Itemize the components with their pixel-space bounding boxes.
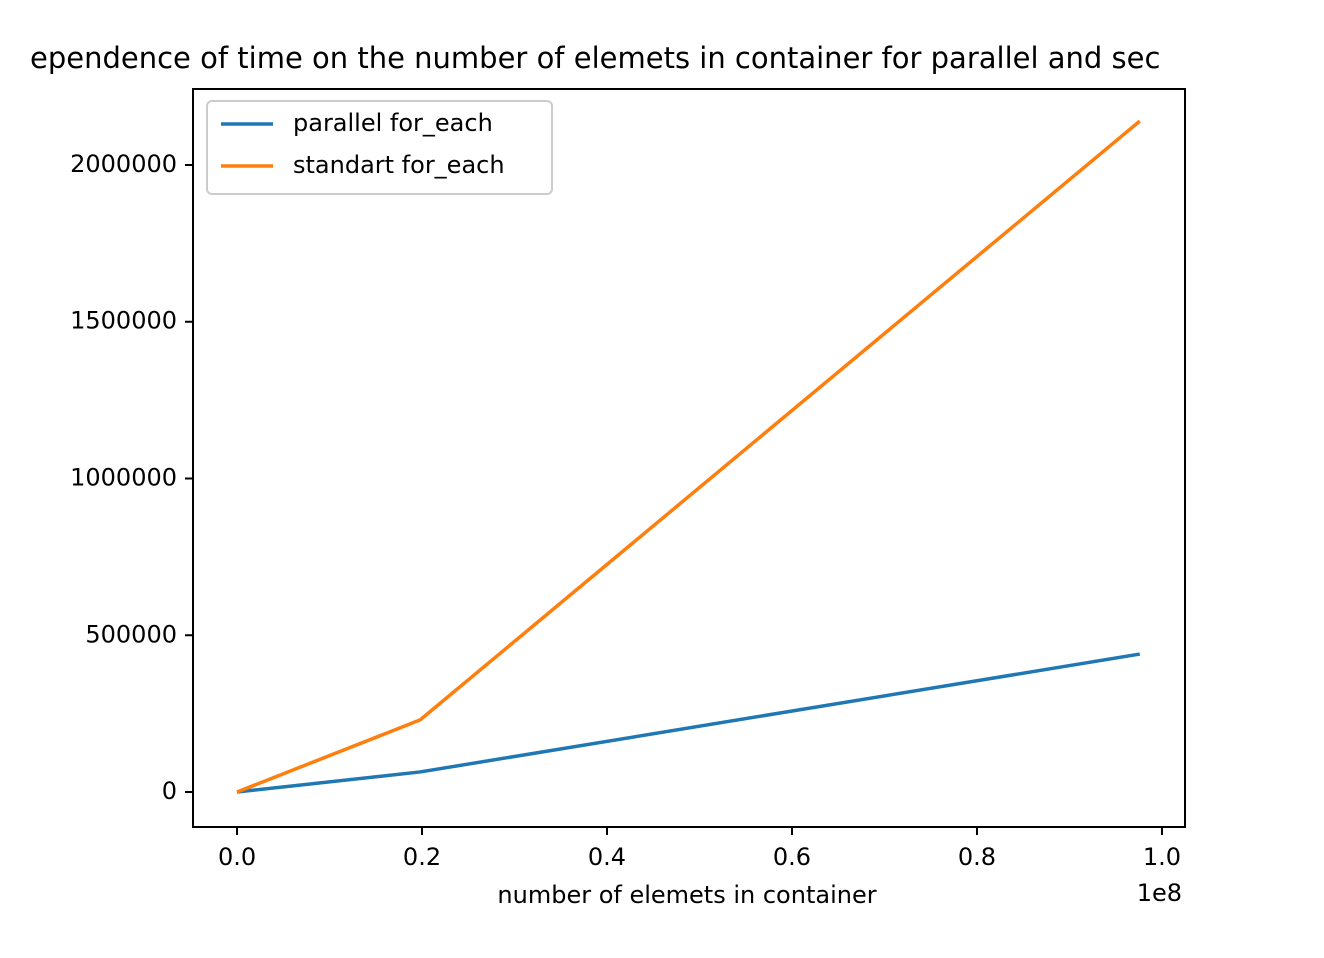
legend-label: standart for_each [293, 151, 505, 179]
x-tick-label: 0.0 [218, 843, 256, 871]
legend-label: parallel for_each [293, 109, 493, 137]
y-tick-label: 0 [162, 777, 177, 805]
line-series [236, 119, 1141, 794]
x-tick-label: 0.6 [773, 843, 811, 871]
y-tick-label: 1500000 [70, 307, 177, 335]
y-tick-label: 1000000 [70, 464, 177, 492]
legend-box [206, 100, 553, 195]
chart-title: ependence of time on the number of eleme… [30, 41, 1160, 75]
line-series [236, 652, 1141, 794]
x-tick-label: 0.2 [403, 843, 441, 871]
x-tick-label: 0.4 [588, 843, 626, 871]
y-tick-label: 2000000 [70, 150, 177, 178]
x-axis-label: number of elemets in container [497, 881, 876, 909]
x-tick-label: 1.0 [1143, 843, 1181, 871]
y-tick-label: 500000 [85, 620, 177, 648]
legend: parallel for_each standart for_each [206, 100, 553, 195]
x-tick-label: 0.8 [958, 843, 996, 871]
plot-frame [192, 88, 1186, 828]
x-offset-label: 1e8 [1137, 879, 1182, 907]
